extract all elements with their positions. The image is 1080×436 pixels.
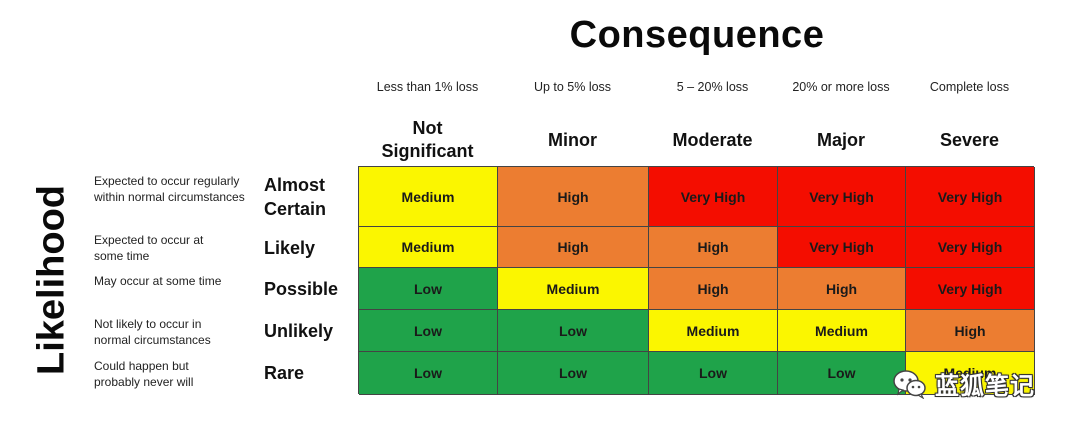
risk-cell: Very High: [649, 167, 778, 227]
loss-label-major: 20% or more loss: [792, 80, 890, 94]
chart-title: Consequence: [569, 14, 825, 56]
risk-cell: Medium: [906, 352, 1035, 395]
risk-cell: Low: [649, 352, 778, 395]
watermark: 蓝狐笔记: [893, 366, 1035, 401]
loss-label-moderate: 5 – 20% loss: [676, 80, 749, 94]
likelihood-name-unlikely: Unlikely: [264, 321, 334, 341]
risk-cell: Low: [498, 352, 649, 395]
risk-cell: Low: [498, 310, 649, 352]
likelihood-desc-rare: Could happen but probably never will: [94, 359, 194, 389]
risk-cell: High: [498, 227, 649, 268]
risk-cell: Low: [359, 352, 498, 395]
loss-label-severe: Complete loss: [929, 80, 1010, 94]
risk-cell: Medium: [359, 167, 498, 227]
consequence-header-minor: Minor: [548, 129, 597, 150]
risk-matrix: Medium High Very High Very High Very Hig…: [358, 166, 1035, 395]
risk-cell: High: [498, 167, 649, 227]
loss-label-minor: Up to 5% loss: [533, 80, 612, 94]
risk-cell: Medium: [498, 268, 649, 310]
risk-cell: High: [906, 310, 1035, 352]
risk-cell: Medium: [359, 227, 498, 268]
likelihood-desc-likely: Expected to occur at some time: [94, 233, 204, 263]
risk-cell: Low: [778, 352, 906, 395]
risk-cell: Low: [359, 268, 498, 310]
risk-cell: Very High: [778, 227, 906, 268]
risk-cell: High: [649, 268, 778, 310]
likelihood-desc-possible: May occur at some time: [94, 274, 222, 288]
risk-cell: Medium: [778, 310, 906, 352]
risk-cell: Low: [359, 310, 498, 352]
risk-cell: High: [778, 268, 906, 310]
watermark-text: 蓝狐笔记: [935, 373, 1035, 400]
likelihood-desc-almost-certain: Expected to occur regularly within norma…: [94, 174, 245, 204]
risk-cell: Medium: [649, 310, 778, 352]
risk-cell: Very High: [906, 167, 1035, 227]
consequence-header-moderate: Moderate: [672, 129, 753, 150]
risk-cell: Very High: [906, 227, 1035, 268]
risk-cell: Very High: [778, 167, 906, 227]
likelihood-name-likely: Likely: [264, 238, 316, 258]
consequence-header-not-significant: Not Significant: [381, 118, 474, 161]
consequence-header-severe: Severe: [939, 129, 1000, 150]
likelihood-name-possible: Possible: [264, 279, 339, 299]
likelihood-axis-label: Likelihood: [30, 185, 73, 375]
wechat-icon: [893, 369, 927, 400]
loss-label-not-significant: Less than 1% loss: [376, 80, 479, 94]
likelihood-desc-unlikely: Not likely to occur in normal circumstan…: [94, 317, 211, 347]
likelihood-name-rare: Rare: [264, 363, 305, 383]
risk-cell: High: [649, 227, 778, 268]
risk-cell: Very High: [906, 268, 1035, 310]
consequence-header-major: Major: [816, 129, 865, 150]
likelihood-name-almost-certain: Almost Certain: [264, 175, 327, 219]
